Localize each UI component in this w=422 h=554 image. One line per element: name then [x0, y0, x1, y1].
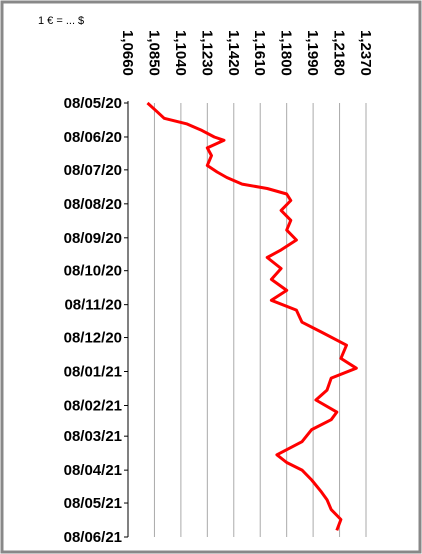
- x-tick-label: 1,1420: [225, 30, 242, 76]
- x-tick-label: 1,2180: [331, 30, 348, 76]
- y-tick-label: 08/05/20: [64, 95, 122, 112]
- x-tick-label: 1,1230: [198, 30, 215, 76]
- x-tick-label: 1,1040: [172, 30, 189, 76]
- x-tick-label: 1,1800: [278, 30, 295, 76]
- y-tick-label: 08/12/20: [64, 330, 122, 347]
- x-tick-label: 1,0850: [145, 30, 162, 76]
- line: [146, 101, 358, 531]
- y-tick-label: 08/04/21: [64, 462, 122, 479]
- y-tick-label: 08/05/21: [64, 495, 122, 512]
- y-tick-label: 08/01/21: [64, 364, 122, 381]
- y-tick-label: 08/09/20: [64, 230, 122, 247]
- y-tick-label: 08/10/20: [64, 263, 122, 280]
- y-tick-label: 08/06/20: [64, 129, 122, 146]
- y-tick-label: 08/06/21: [64, 529, 122, 546]
- y-tick-label: 08/03/21: [64, 428, 122, 445]
- y-tick-label: 08/08/20: [64, 196, 122, 213]
- y-tick-label: 08/11/20: [64, 297, 122, 314]
- x-tick-label: 1,1610: [251, 30, 268, 76]
- x-tick-label: 1,2370: [357, 30, 374, 76]
- x-tick-label: 1,1990: [304, 30, 321, 76]
- x-tick-label: 1,0660: [119, 30, 136, 76]
- y-tick-label: 08/02/21: [64, 397, 122, 414]
- y-tick-label: 08/07/20: [64, 162, 122, 179]
- chart-title: 1 € = ... $: [38, 15, 84, 27]
